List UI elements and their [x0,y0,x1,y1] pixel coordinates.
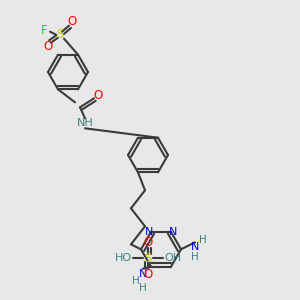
Text: F: F [41,24,47,37]
Text: N: N [169,227,177,237]
Text: O: O [93,89,103,102]
Text: O: O [44,40,52,53]
Text: N: N [145,227,153,237]
Text: N: N [139,268,147,279]
Text: O: O [68,15,76,28]
Text: NH: NH [76,118,93,128]
Text: HO: HO [114,253,132,263]
Text: H: H [199,235,207,245]
Text: H: H [191,252,199,262]
Text: O: O [143,236,153,248]
Text: S: S [144,251,152,265]
Text: H: H [139,283,147,292]
Text: N: N [191,242,199,252]
Text: O: O [143,268,153,281]
Text: H: H [132,276,140,286]
Text: OH: OH [164,253,182,263]
Text: S: S [56,28,64,41]
